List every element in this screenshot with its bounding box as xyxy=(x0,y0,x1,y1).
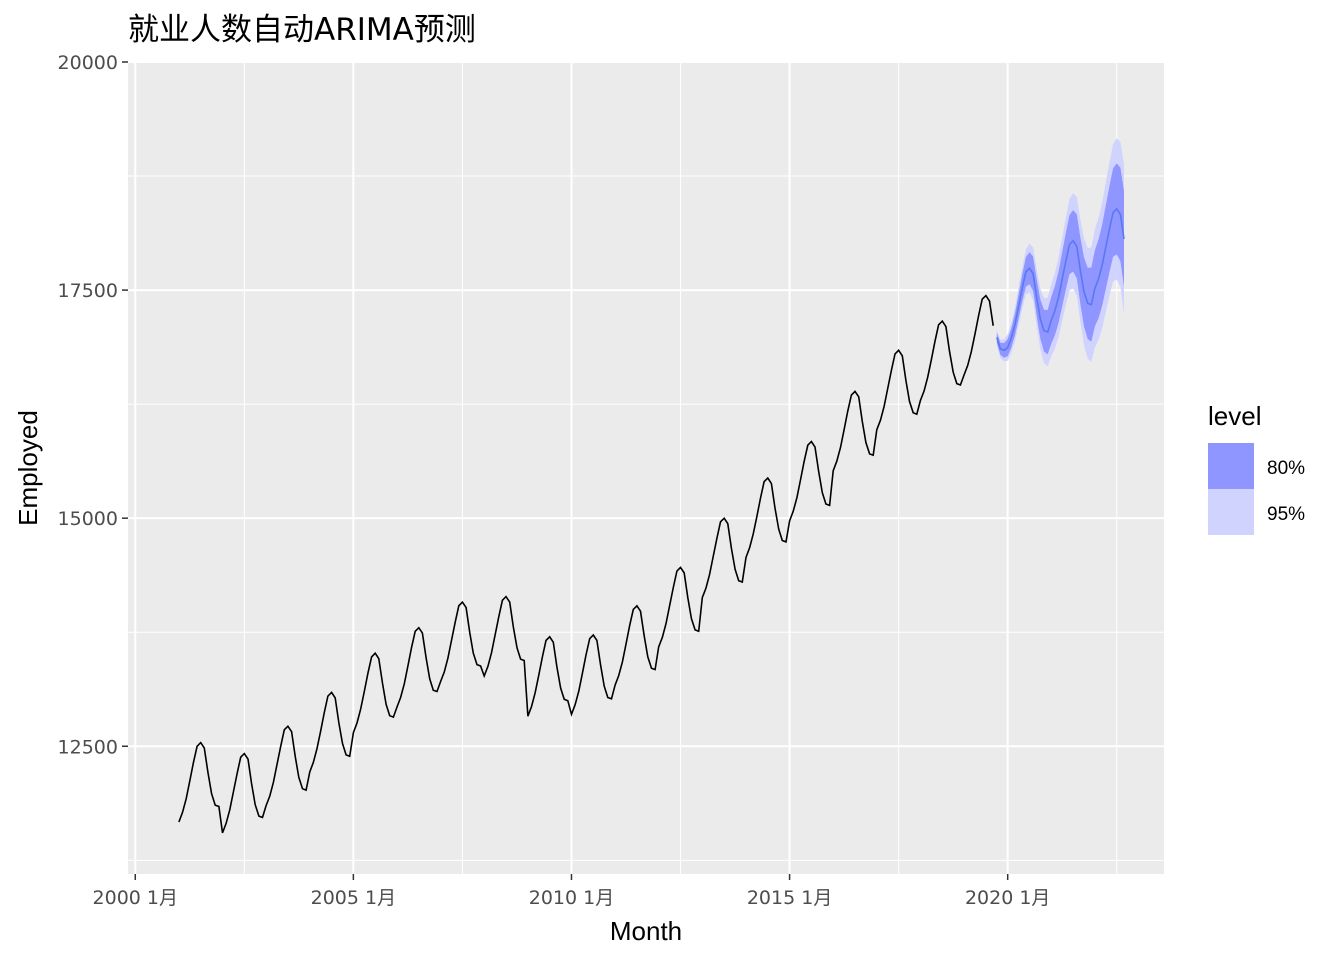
y-axis-title: Employed xyxy=(13,410,43,526)
chart-title: 就业人数自动ARIMA预测 xyxy=(128,12,476,48)
y-tick-label: 17500 xyxy=(58,280,118,302)
x-tick-label: 2010 1月 xyxy=(529,887,614,909)
x-tick-label: 2005 1月 xyxy=(311,887,396,909)
forecast-series xyxy=(996,207,1125,352)
forecast-mean-line xyxy=(996,207,1125,352)
interval-80-area xyxy=(996,163,1124,358)
legend-label-95: 95% xyxy=(1267,504,1305,525)
interval-80-band xyxy=(996,163,1124,358)
y-tick-label: 12500 xyxy=(58,736,118,758)
y-tick-label: 20000 xyxy=(58,52,118,74)
legend-swatch-80 xyxy=(1208,443,1254,489)
y-tick-label: 15000 xyxy=(58,508,118,530)
plot-panel xyxy=(128,62,1164,874)
y-axis: 12500 15000 17500 20000 xyxy=(58,52,128,758)
major-gridlines xyxy=(128,61,1164,874)
legend-label-80: 80% xyxy=(1267,458,1305,479)
x-tick-label: 2020 1月 xyxy=(965,887,1050,909)
history-series xyxy=(178,294,994,834)
legend-swatch-95 xyxy=(1208,489,1254,535)
x-axis: 2000 1月 2005 1月 2010 1月 2015 1月 2020 1月 xyxy=(93,874,1050,909)
legend-title: level xyxy=(1208,401,1261,431)
x-axis-title: Month xyxy=(610,916,682,946)
x-tick-label: 2000 1月 xyxy=(93,887,178,909)
legend: level 80% 95% xyxy=(1208,401,1305,535)
x-tick-label: 2015 1月 xyxy=(747,887,832,909)
history-line xyxy=(178,294,994,834)
